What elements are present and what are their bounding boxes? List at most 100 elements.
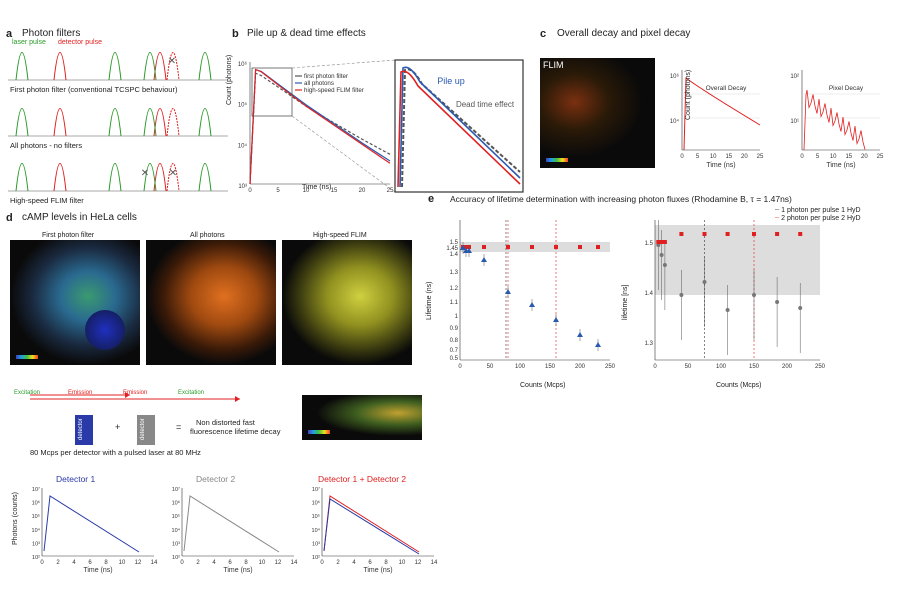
x-tick-label: 0 [40, 560, 44, 566]
y-tick-label: 1.45 [446, 246, 458, 252]
image-title-high-speed: High-speed FLIM [313, 232, 367, 239]
y-tick-label: 0.7 [450, 348, 459, 354]
x-axis-label: Time (ns) [223, 567, 252, 574]
y-tick-label: 0.9 [450, 326, 459, 332]
panel-b-xlabel: Time (ns) [302, 184, 332, 191]
y-tick-label: 1.5 [645, 241, 654, 247]
y-tick-label: 10² [790, 74, 799, 80]
x-tick-label: 25 [877, 154, 884, 160]
blue-marker [481, 257, 487, 262]
x-mark-icon: ✕ [169, 168, 177, 179]
x-tick-label: 14 [431, 560, 438, 566]
x-tick-label: 0 [680, 154, 684, 160]
x-tick-label: 10 [399, 560, 406, 566]
legend-1-photon: ┈ 1 photon per pulse 1 HyD [775, 207, 861, 214]
grey-marker [752, 293, 756, 297]
y-tick-label: 10⁴ [238, 142, 248, 149]
x-axis-label: Time (ns) [826, 162, 855, 169]
panel-a-letter: a [6, 28, 13, 40]
y-tick-label: 10⁵ [238, 102, 248, 109]
laser-pulse [108, 163, 122, 192]
y-tick-label: 10⁵ [312, 513, 320, 520]
panel-d-letter: d [6, 212, 13, 224]
red-marker [656, 240, 661, 244]
flim-image-label: FLIM [543, 60, 564, 70]
flim-image: FLIM [540, 58, 655, 168]
y-tick-label: 10⁵ [172, 513, 180, 520]
legend-2-photon-label: 2 photon per pulse 2 HyD [781, 215, 861, 222]
tau-band [655, 225, 820, 295]
x-tick-label: 4 [212, 560, 216, 566]
y-tick-label: 10² [312, 555, 320, 561]
lifetime-chart-left: 1.51.451.4 1.3 1.2 1.1 1 0.9 0.8 0.7 0.5 0 50 100 15… [446, 220, 616, 370]
blue-marker [460, 245, 466, 250]
x-axis-label: Time (ns) [363, 567, 392, 574]
laser-pulse [108, 108, 122, 137]
arrow-label-emission-1: Emission [68, 390, 93, 396]
decay-line-0 [43, 495, 140, 553]
x-tick-label: 5 [816, 154, 820, 160]
cell-image-all-photons [146, 240, 276, 365]
y-tick-label: 1.1 [450, 300, 459, 306]
x-tick-label: 5 [696, 154, 700, 160]
x-tick-label: 0 [180, 560, 184, 566]
decay-plot-3-title: Detector 1 + Detector 2 [318, 474, 407, 484]
laser-pulse [198, 108, 212, 137]
flim-colorbar [546, 158, 568, 162]
plus-sign: + [115, 422, 121, 432]
x-tick-label: 250 [605, 364, 616, 370]
x-tick-label: 15 [845, 154, 852, 160]
y-tick-label: 10⁷ [312, 486, 320, 493]
colorbar [16, 355, 38, 359]
x-tick-label: 4 [72, 560, 76, 566]
laser-pulse [143, 52, 157, 81]
laser-pulse-legend: laser pulse [12, 39, 46, 46]
y-tick-label: 10⁶ [670, 73, 680, 80]
y-tick-label: 10³ [32, 541, 40, 547]
lifetime-chart-right: 1.5 1.4 1.3 0 50 100 150 200 250 [645, 220, 826, 370]
red-marker [530, 245, 534, 249]
y-tick-label: 10³ [238, 184, 247, 190]
plot-title: Pixel Decay [829, 85, 864, 92]
blue-marker [505, 289, 511, 294]
legend-label: all photons [304, 80, 334, 87]
x-tick-label: 0 [653, 364, 657, 370]
red-marker [798, 232, 803, 236]
detector-1-label: detector [78, 418, 84, 440]
decay-curve [683, 77, 761, 151]
x-tick-label: 250 [815, 364, 826, 370]
y-tick-label: 10⁶ [172, 500, 180, 507]
cell-image-high-speed [282, 240, 412, 365]
detector-2-label: detector [140, 418, 146, 440]
x-tick-label: 10 [259, 560, 266, 566]
decay-curve-noisy [803, 89, 866, 151]
inset-series-2 [397, 70, 521, 188]
zoom-box [251, 67, 293, 117]
equals-sign: = [176, 422, 182, 432]
cell-image-first-photon [10, 240, 140, 365]
panel-a-title: Photon filters [22, 28, 81, 39]
y-tick-label: 10³ [312, 541, 320, 547]
x-tick-label: 50 [487, 364, 494, 370]
laser-pulse [108, 52, 122, 81]
grey-marker [702, 280, 707, 284]
x-tick-label: 0 [248, 188, 252, 194]
laser-pulse [15, 52, 29, 81]
x-tick-label: 4 [352, 560, 356, 566]
y-tick-label: 10³ [172, 541, 180, 547]
x-tick-label: 0 [320, 560, 324, 566]
x-tick-label: 5 [276, 188, 280, 194]
y-tick-label: 10⁵ [32, 513, 40, 520]
red-marker [702, 232, 707, 236]
image-title-first-photon: First photon filter [42, 232, 95, 239]
detector-pulse [53, 163, 67, 192]
x-tick-label: 8 [244, 560, 248, 566]
y-tick-label: 1.5 [450, 240, 459, 246]
y-tick-label: 10² [172, 555, 180, 561]
red-marker [578, 245, 582, 249]
detector-2-box: detector [137, 415, 155, 445]
x-tick-label: 200 [575, 364, 586, 370]
